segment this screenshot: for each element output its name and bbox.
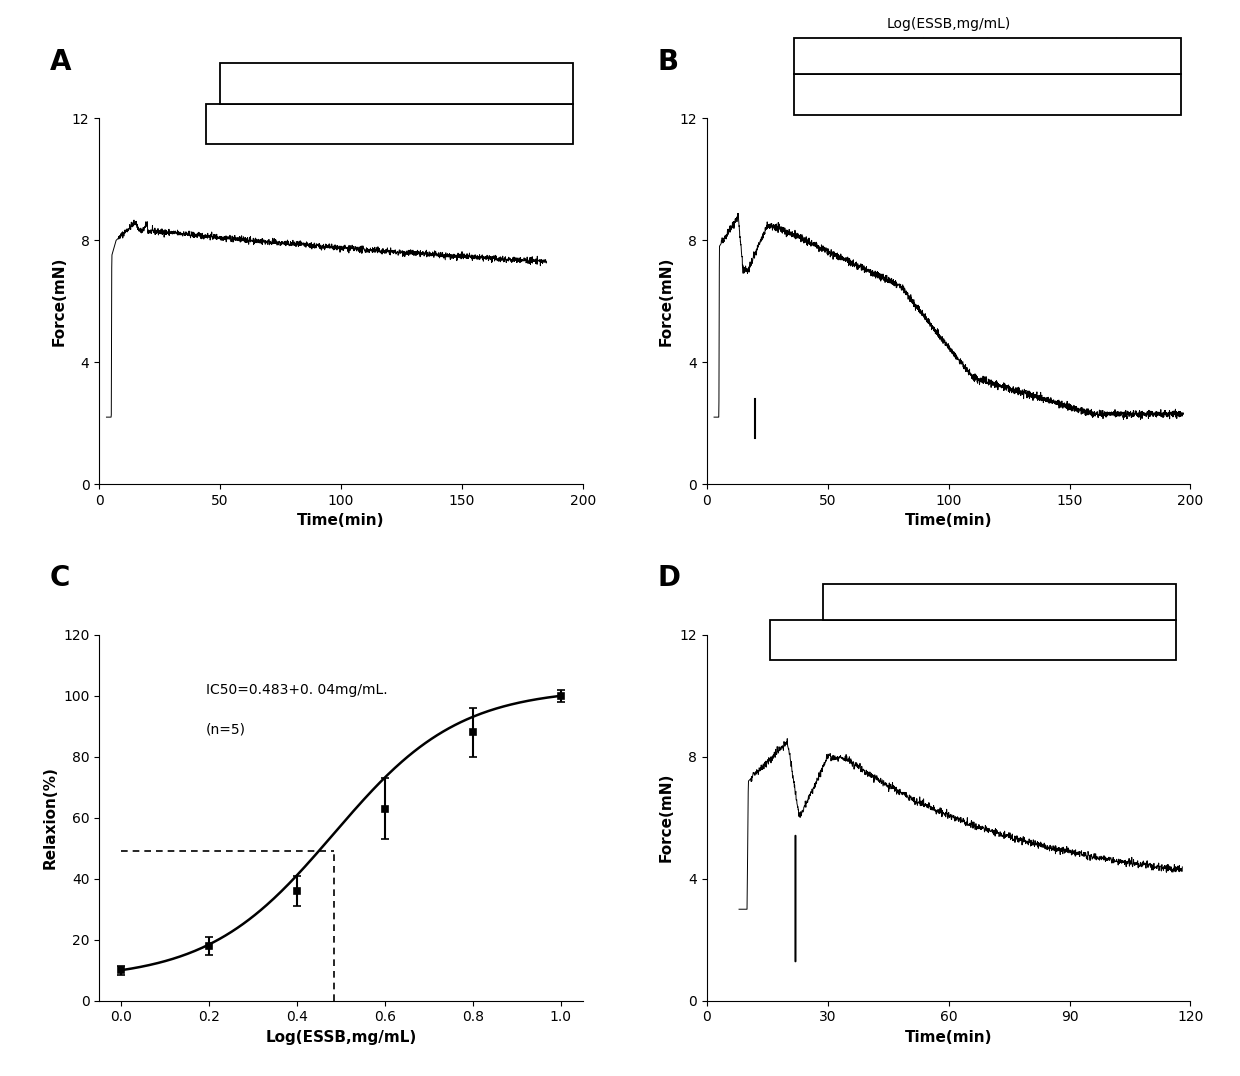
Text: 3.98 mg/mL: 3.98 mg/mL [957,595,1042,609]
Text: 0.8: 0.8 [1074,49,1094,62]
Bar [206,103,573,144]
Text: 100 μMACH: 100 μMACH [947,87,1028,101]
Text: 0.2: 0.2 [880,49,900,62]
Text: C: C [50,565,69,593]
Text: 0.6: 0.6 [1009,49,1029,62]
Text: Log(ESSB,mg/mL): Log(ESSB,mg/mL) [887,16,1011,30]
Text: 0: 0 [822,49,830,62]
Text: Vehicle: Vehicle [372,76,422,90]
Text: D: D [657,565,681,593]
X-axis label: Time(min): Time(min) [298,513,384,528]
Bar [221,63,573,103]
Text: B: B [657,48,678,76]
Y-axis label: Force(mN): Force(mN) [658,256,673,346]
Bar [794,38,1180,74]
X-axis label: Time(min): Time(min) [905,513,992,528]
Text: 100 μM ACH: 100 μM ACH [930,634,1016,648]
Y-axis label: Force(mN): Force(mN) [658,773,673,863]
Y-axis label: Relaxion(%): Relaxion(%) [42,766,57,869]
Text: IC50=0.483+0. 04mg/mL.: IC50=0.483+0. 04mg/mL. [206,682,387,697]
Text: A: A [50,48,71,76]
Text: 100 μM ACH: 100 μM ACH [347,117,432,131]
Text: 0.4: 0.4 [945,49,965,62]
X-axis label: Log(ESSB,mg/mL): Log(ESSB,mg/mL) [265,1030,417,1045]
Text: (n=5): (n=5) [206,723,246,737]
Bar [794,74,1180,115]
X-axis label: Time(min): Time(min) [905,1030,992,1045]
Y-axis label: Force(mN): Force(mN) [51,256,66,346]
Text: 1: 1 [1145,49,1152,62]
Bar [770,620,1176,661]
Bar [823,583,1176,620]
